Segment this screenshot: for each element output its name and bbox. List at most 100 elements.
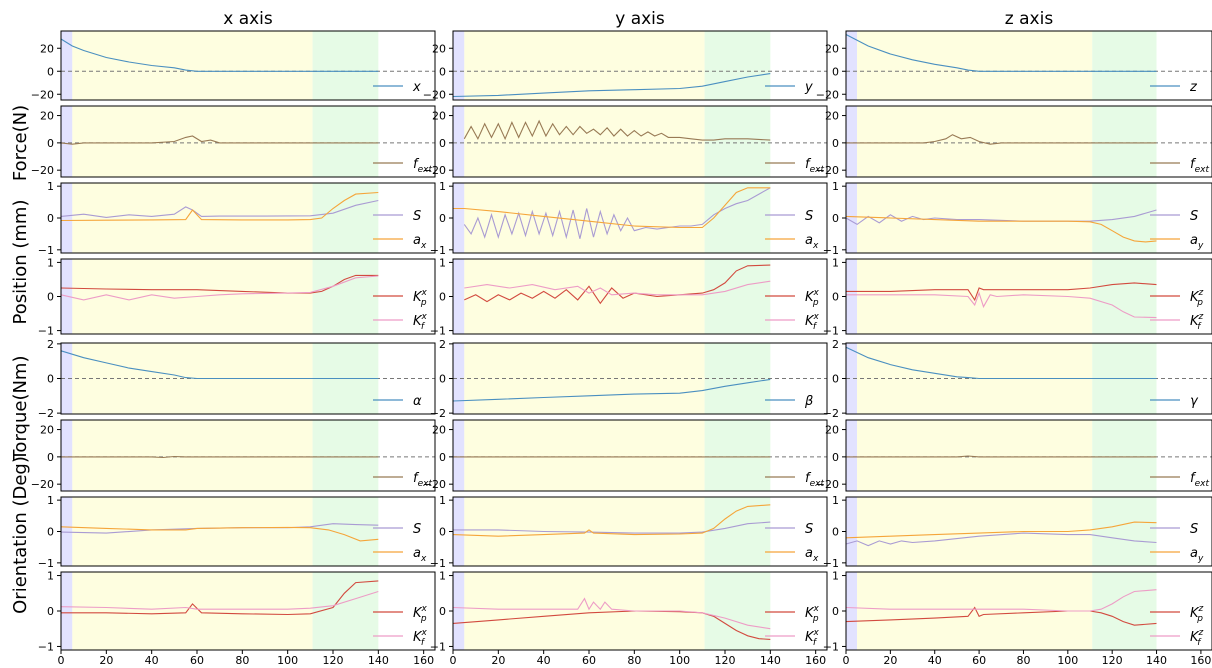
legend-label: y — [804, 80, 813, 95]
phase-region-2 — [72, 183, 313, 253]
phase-region-3 — [704, 183, 771, 253]
phase-region-3 — [1092, 572, 1157, 650]
legend-label: S — [805, 522, 813, 537]
legend-label: fext — [413, 157, 432, 175]
phase-region-1 — [846, 106, 858, 177]
subplot-2-1: 20 0 −20 y — [423, 30, 828, 101]
y-tick-label: 1 — [832, 570, 839, 583]
legend-label: ay — [1190, 233, 1204, 251]
phase-region-2 — [857, 259, 1093, 334]
subplot-3-7: 1 0 −1 Say — [823, 494, 1212, 570]
y-tick-label: 0 — [832, 65, 839, 78]
legend-label: S — [413, 522, 421, 537]
subplot-2-6: 20 0 −20 fext — [423, 419, 828, 492]
phase-region-1 — [61, 106, 73, 177]
series-line — [60, 135, 379, 145]
series-line — [846, 455, 1157, 458]
x-tick-label: 60 — [582, 654, 596, 664]
y-tick-label: 0 — [439, 451, 446, 464]
phase-region-2 — [464, 106, 705, 177]
x-tick-label: 0 — [58, 654, 65, 664]
y-tick-label: 2 — [832, 338, 839, 351]
phase-region-1 — [61, 183, 73, 253]
subplot-1-2: 20 0 −20 fext — [31, 105, 436, 178]
legend-label: fext — [413, 471, 432, 489]
y-tick-label: −20 — [31, 164, 54, 177]
legend-label: β — [804, 394, 813, 409]
legend-label: Kz f — [1190, 312, 1204, 332]
y-tick-label: −20 — [423, 164, 446, 177]
subplot-frame — [845, 258, 1212, 335]
y-tick-label: 20 — [825, 424, 839, 437]
phase-region-2 — [464, 420, 705, 491]
phase-region-1 — [61, 31, 73, 100]
y-tick-label: 20 — [825, 42, 839, 55]
x-tick-label: 80 — [627, 654, 641, 664]
x-tick-label: 120 — [1102, 654, 1123, 664]
x-tick-label: 0 — [843, 654, 850, 664]
phase-region-3 — [312, 572, 379, 650]
phase-region-2 — [464, 259, 705, 334]
phase-region-1 — [846, 420, 858, 491]
y-tick-label: 1 — [47, 494, 54, 507]
x-tick-label: 100 — [277, 654, 298, 664]
y-tick-label: 0 — [47, 137, 54, 150]
subplot-frame — [452, 342, 828, 415]
y-tick-label: 1 — [439, 570, 446, 583]
x-tick-label: 120 — [323, 654, 344, 664]
subplot-3-5: 2 0 −2 γ — [823, 338, 1212, 420]
series-line — [60, 350, 379, 380]
y-tick-label: 2 — [439, 338, 446, 351]
column-title: x axis — [223, 9, 273, 29]
y-tick-label: 1 — [47, 180, 54, 193]
series-line — [845, 521, 1157, 539]
phase-region-1 — [453, 420, 465, 491]
phase-region-1 — [61, 343, 73, 414]
phase-region-1 — [846, 259, 858, 334]
x-tick-label: 0 — [450, 654, 457, 664]
series-line — [464, 280, 771, 296]
x-tick-label: 20 — [99, 654, 113, 664]
legend-label: fext — [805, 471, 824, 489]
y-tick-label: −1 — [823, 325, 839, 338]
subplot-frame — [845, 105, 1212, 178]
y-tick-label: 1 — [832, 180, 839, 193]
y-tick-label: 20 — [40, 110, 54, 123]
subplot-frame — [60, 342, 436, 415]
subplot-2-3: 1 0 −1 Sax — [430, 180, 828, 257]
x-tick-label: 140 — [368, 654, 389, 664]
legend-label: α — [413, 394, 422, 409]
row-label-1: Force(N) — [10, 105, 31, 181]
row-label-4: Orientation (Deg) — [10, 456, 31, 614]
series-line — [60, 590, 379, 610]
y-tick-label: 1 — [47, 570, 54, 583]
y-tick-label: −1 — [430, 325, 446, 338]
phase-region-3 — [704, 31, 771, 100]
series-line — [452, 597, 771, 630]
y-tick-label: 2 — [47, 338, 54, 351]
legend-label: ax — [413, 233, 427, 251]
subplot-2-8: 1 0 −1 Kx p Kx f 0 20 40 60 80 100 120 140 160 — [430, 570, 828, 667]
legend-label: ax — [805, 546, 819, 564]
y-tick-label: −1 — [38, 244, 54, 257]
series-line — [463, 187, 771, 240]
series-line — [60, 38, 379, 72]
phase-region-1 — [846, 31, 858, 100]
subplot-1-5: 2 0 −2 α — [38, 338, 436, 420]
subplot-3-2: 20 0 −20 fext — [816, 105, 1212, 178]
x-tick-label: 40 — [537, 654, 551, 664]
legend-label: S — [1190, 209, 1198, 224]
phase-region-2 — [857, 31, 1093, 100]
subplot-frame — [60, 182, 436, 254]
subplot-frame — [452, 258, 828, 335]
y-tick-label: −1 — [430, 640, 446, 653]
y-tick-label: 0 — [832, 605, 839, 618]
phase-region-2 — [857, 106, 1093, 177]
subplot-1-4: 1 0 −1 Kx p Kx f — [38, 256, 436, 338]
y-tick-label: 20 — [432, 42, 446, 55]
subplot-2-4: 1 0 −1 Kx p Kx f — [430, 256, 828, 338]
subplot-frame — [60, 258, 436, 335]
phase-region-3 — [312, 183, 379, 253]
phase-region-3 — [1092, 420, 1157, 491]
